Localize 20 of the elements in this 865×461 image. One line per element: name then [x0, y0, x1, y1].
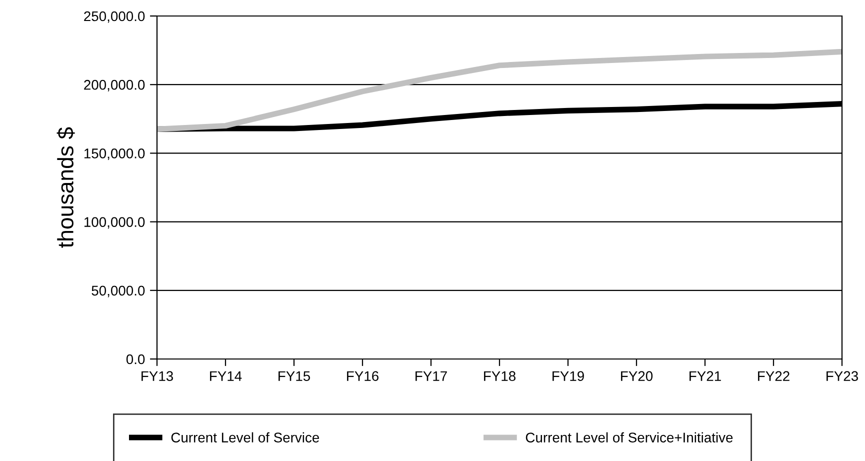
x-tick-label: FY16	[347, 371, 378, 382]
y-tick-label: 50,000.0	[92, 286, 145, 298]
y-tick-label: 0.0	[126, 354, 145, 364]
x-tick-label: FY17	[416, 371, 447, 381]
y-tick-label: 250,000.0	[84, 11, 145, 23]
x-tick-label: FY18	[484, 371, 516, 382]
x-tick-label: FY13	[142, 371, 173, 382]
y-tick-label: 150,000.0	[84, 148, 145, 160]
x-tick-label: FY22	[758, 371, 790, 381]
x-tick-label: FY23	[826, 371, 858, 382]
x-tick-label: FY15	[278, 371, 310, 382]
x-tick-label: FY14	[210, 371, 242, 381]
y-tick-label: 200,000.0	[84, 80, 145, 92]
y-tick-label: 100,000.0	[84, 217, 145, 229]
x-tick-label: FY19	[552, 371, 584, 382]
y-axis-title: thousands $	[56, 127, 75, 248]
x-tick-label: FY21	[690, 371, 721, 381]
legend-label: Current Level of Service	[171, 432, 320, 442]
x-tick-label: FY20	[621, 371, 653, 382]
legend-label: Current Level of Service+Initiative	[526, 432, 733, 442]
